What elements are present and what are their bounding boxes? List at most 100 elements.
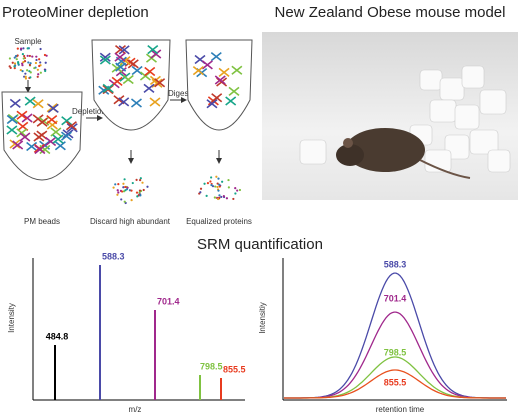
- protein: [66, 123, 78, 133]
- dot: [33, 66, 36, 70]
- dot: [139, 177, 142, 180]
- title: New Zealand Obese mouse model: [275, 4, 506, 21]
- dot: [222, 195, 225, 198]
- protein: [147, 45, 159, 55]
- protein: [54, 141, 66, 151]
- dot: [44, 61, 47, 64]
- protein: [118, 97, 130, 107]
- dot: [38, 64, 41, 68]
- protein: [46, 114, 58, 125]
- dot: [123, 178, 126, 181]
- protein: [149, 97, 161, 107]
- dot: [26, 54, 29, 57]
- protein: [225, 96, 237, 106]
- dot: [116, 193, 119, 196]
- dot: [131, 181, 134, 185]
- protein: [122, 74, 134, 85]
- dot: [24, 77, 28, 80]
- dot: [15, 58, 18, 61]
- dot: [29, 62, 32, 65]
- dot: [34, 61, 38, 65]
- dot: [138, 191, 141, 194]
- label: PM beads: [24, 217, 60, 226]
- protein: [34, 144, 46, 155]
- dot: [31, 55, 34, 58]
- peak-label: 855.5: [384, 377, 407, 387]
- protein: [36, 130, 48, 140]
- dot: [218, 185, 221, 188]
- dot: [112, 186, 115, 189]
- dot: [26, 69, 29, 72]
- dot: [216, 197, 220, 201]
- peak-label: 588.3: [384, 259, 407, 269]
- dot: [221, 180, 224, 183]
- peak-label: 798.5: [384, 347, 407, 357]
- dot: [203, 182, 206, 185]
- spectrum: Intensity m/z: [7, 258, 245, 414]
- dot: [130, 189, 133, 192]
- dot: [19, 68, 22, 72]
- dot: [37, 73, 40, 76]
- dot: [206, 182, 210, 185]
- protein: [6, 125, 18, 135]
- protein: [139, 71, 151, 81]
- dot: [136, 195, 139, 198]
- dot: [35, 58, 38, 62]
- peak-label: 855.5: [223, 364, 246, 374]
- label: Equalized proteins: [186, 217, 252, 226]
- dot: [124, 185, 127, 189]
- dot: [236, 189, 239, 192]
- protein: [218, 67, 230, 77]
- protein: [9, 98, 21, 109]
- dot: [36, 75, 39, 78]
- protein: [52, 134, 64, 144]
- dot: [39, 61, 42, 64]
- dot: [123, 200, 126, 203]
- protein: [210, 51, 222, 62]
- protein: [111, 76, 123, 86]
- dot: [135, 178, 138, 182]
- protein: [151, 78, 163, 88]
- dot: [45, 54, 48, 57]
- protein: [45, 136, 57, 147]
- axis-label: m/z: [129, 405, 142, 414]
- dot: [139, 194, 142, 197]
- workflow: Sample PM beads Depletion Discard high a…: [1, 37, 253, 226]
- dot: [217, 189, 220, 192]
- dot: [13, 67, 16, 70]
- protein: [211, 93, 223, 103]
- dot: [214, 185, 217, 188]
- protein: [61, 116, 73, 126]
- dot: [135, 191, 139, 194]
- dot: [23, 54, 26, 58]
- protein: [21, 113, 33, 123]
- label: Depletion: [72, 107, 106, 116]
- dot: [36, 68, 39, 71]
- dot: [8, 65, 11, 68]
- dot: [130, 199, 133, 202]
- protein: [143, 83, 155, 93]
- protein: [16, 110, 28, 120]
- protein: [127, 59, 139, 69]
- dot: [216, 185, 219, 189]
- title: ProteoMiner depletion: [2, 4, 149, 21]
- protein: [16, 128, 28, 138]
- protein: [115, 62, 127, 72]
- dot: [117, 191, 120, 194]
- dot: [210, 176, 213, 179]
- dot: [28, 70, 31, 73]
- peak-label: 701.4: [157, 296, 180, 306]
- dot: [22, 61, 25, 64]
- dot: [124, 189, 127, 192]
- dot: [21, 64, 24, 67]
- dot: [23, 75, 26, 78]
- dot: [210, 183, 213, 187]
- protein: [114, 52, 126, 62]
- dot: [122, 186, 125, 189]
- protein: [228, 86, 240, 97]
- photo: [262, 32, 518, 200]
- dot: [209, 180, 212, 183]
- dot: [220, 195, 223, 199]
- dot: [227, 186, 230, 189]
- protein: [32, 99, 44, 109]
